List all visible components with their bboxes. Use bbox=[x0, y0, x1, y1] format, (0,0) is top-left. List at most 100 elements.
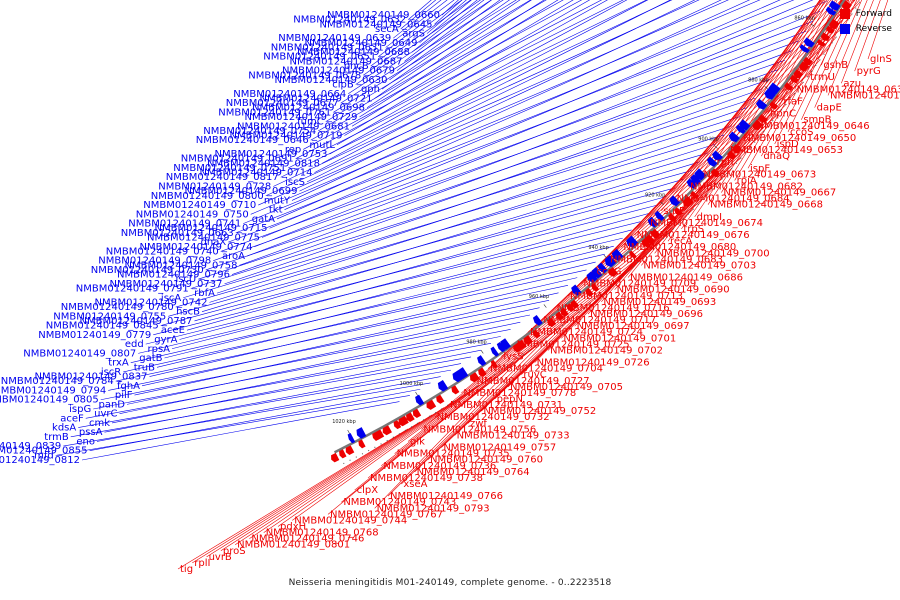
leader-line bbox=[243, 0, 795, 224]
forward-gene-label: NMBM01240149_0724 bbox=[530, 327, 643, 338]
reverse-gene-arrow bbox=[452, 370, 464, 383]
reverse-gene-label: NMBM01240149_0677 bbox=[226, 98, 339, 109]
leader-line bbox=[394, 275, 624, 454]
reverse-gene-arrow bbox=[532, 314, 543, 326]
reverse-gene-arrow bbox=[669, 195, 681, 207]
reverse-gene-label: NMBM01240149_0714 bbox=[200, 168, 313, 179]
reverse-gene-label: NMBM01240149_0805 bbox=[0, 395, 99, 406]
leader-line bbox=[414, 302, 592, 473]
tick-label: 960 kbp bbox=[529, 294, 549, 300]
reverse-gene-label: iscA bbox=[161, 293, 181, 304]
forward-gene-label: NMBM01240149_0653 bbox=[730, 145, 843, 156]
reverse-gene-arrow bbox=[571, 284, 582, 296]
leader-line bbox=[213, 59, 785, 261]
forward-gene-arrow bbox=[469, 372, 480, 383]
legend-reverse-label: Reverse bbox=[855, 24, 892, 34]
forward-gene-label: smpB bbox=[803, 115, 831, 126]
leader-line bbox=[209, 143, 717, 303]
forward-gene-label: rpiA bbox=[737, 175, 757, 186]
leader-line bbox=[100, 314, 531, 401]
leader-line bbox=[374, 0, 521, 99]
forward-gene-label: NMBM01240149_0764 bbox=[417, 467, 530, 478]
reverse-gene-label: NMBM01240149_0753 bbox=[215, 149, 328, 160]
forward-gene-label: pdxH bbox=[280, 522, 306, 533]
leader-line bbox=[130, 253, 605, 363]
legend-item-reverse: Reverse bbox=[839, 24, 892, 34]
forward-gene-arrow bbox=[758, 114, 768, 123]
reverse-gene-label: NMBM01240149_0794 bbox=[0, 385, 106, 396]
leader-line bbox=[186, 196, 667, 331]
forward-gene-label: NMBM01240149_0667 bbox=[723, 188, 836, 199]
reverse-gene-label: NMBM01240149_0758 bbox=[125, 260, 238, 271]
reverse-gene-label: rep bbox=[285, 144, 301, 155]
tick-label: 980 kbp bbox=[466, 340, 486, 346]
reverse-gene-arrow bbox=[604, 255, 617, 268]
forward-gene-arrow bbox=[668, 212, 677, 222]
forward-gene-label: NMBM01240149_0744 bbox=[294, 515, 407, 526]
leader-line bbox=[295, 0, 603, 159]
forward-gene-arrow bbox=[851, 0, 856, 1]
reverse-gene-label: NMBM01240149_0663 bbox=[121, 228, 234, 239]
reverse-gene-label: NMBM01240149_0837 bbox=[35, 372, 148, 383]
forward-gene-arrow bbox=[629, 250, 637, 259]
reverse-gene-label: NMBM01240149_0780 bbox=[61, 302, 174, 313]
reverse-gene-label: truB bbox=[134, 362, 155, 373]
forward-gene-label: NMBM01240149_0686 bbox=[630, 273, 743, 284]
leader-line bbox=[727, 0, 822, 151]
reverse-gene-label: NMBM01240149_0678 bbox=[248, 70, 361, 81]
tick-label: 1020 kbp bbox=[332, 419, 356, 425]
forward-gene-label: lysS bbox=[503, 352, 523, 363]
leader-line bbox=[321, 0, 628, 164]
leader-line bbox=[366, 0, 532, 108]
leader-line bbox=[85, 343, 492, 419]
tick-label: 920 kbp bbox=[645, 192, 665, 198]
forward-gene-label: NMBM01240149_0690 bbox=[617, 285, 730, 296]
leader-line bbox=[235, 1, 827, 234]
forward-gene-arrow bbox=[426, 399, 437, 410]
forward-gene-label: NMBM01240149_0646 bbox=[757, 121, 870, 132]
tick-mark bbox=[660, 201, 664, 206]
reverse-gene-arrow bbox=[415, 394, 425, 406]
leader-line bbox=[269, 0, 814, 229]
tick-label: 900 kbp bbox=[698, 136, 718, 142]
forward-gene-arrow bbox=[398, 415, 409, 427]
forward-gene-label: rplI bbox=[194, 558, 210, 569]
forward-gene-label: NMBM01240149_0709 bbox=[583, 279, 696, 290]
forward-gene-arrow bbox=[674, 207, 683, 216]
forward-gene-arrow bbox=[372, 432, 379, 442]
reverse-gene-label: NMBM01240149_0787 bbox=[80, 316, 193, 327]
forward-gene-label: azu bbox=[843, 78, 861, 89]
leader-line bbox=[177, 428, 409, 570]
leader-line bbox=[280, 0, 648, 178]
reverse-gene-label: fghA bbox=[117, 381, 140, 392]
reverse-gene-label: NMBM01240149_0710 bbox=[143, 200, 256, 211]
forward-gene-arrow bbox=[803, 56, 813, 66]
forward-gene-label: ccoG bbox=[597, 267, 622, 278]
leader-line bbox=[205, 79, 771, 271]
forward-gene-arrow bbox=[710, 168, 721, 178]
leader-line bbox=[273, 0, 673, 187]
reverse-gene-label: NMBM01240149_0779 bbox=[38, 330, 151, 341]
legend-item-forward: Forward bbox=[839, 9, 892, 19]
reverse-gene-label: rpsA bbox=[147, 344, 170, 355]
reverse-gene-label: gph bbox=[361, 84, 380, 95]
leader-line bbox=[261, 10, 821, 238]
leader-line bbox=[291, 0, 722, 201]
reverse-gene-label: NMBM01240149_0800 bbox=[151, 191, 264, 202]
label-leader-lines bbox=[55, 0, 889, 570]
reverse-gene-arrow bbox=[647, 216, 659, 228]
forward-gene-label: NMBM01240149_0705 bbox=[510, 382, 623, 393]
leader-line bbox=[224, 107, 748, 285]
forward-gene-label: NMBM01240149_0766 bbox=[390, 491, 503, 502]
reverse-gene-arrow bbox=[437, 379, 449, 392]
forward-gene-label: NMBM01240149_0725 bbox=[517, 339, 630, 350]
reverse-gene-label: pilF bbox=[115, 390, 133, 401]
forward-gene-label: NMBM01240149_0767 bbox=[330, 509, 443, 520]
leader-line bbox=[292, 369, 503, 521]
leader-line bbox=[329, 0, 608, 155]
forward-gene-label: NMBM01240149_0684 bbox=[677, 194, 790, 205]
forward-gene-arrow bbox=[641, 238, 651, 248]
reverse-gene-label: pssA bbox=[79, 427, 103, 438]
reverse-gene-label: gyrA bbox=[154, 334, 177, 345]
leader-line bbox=[374, 353, 526, 509]
